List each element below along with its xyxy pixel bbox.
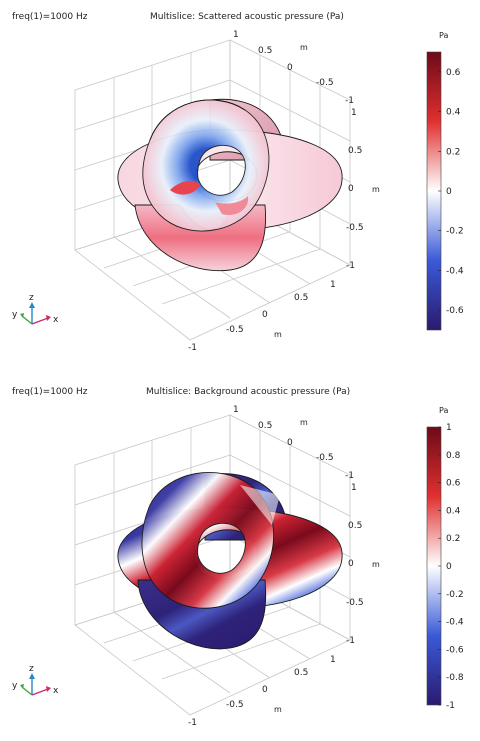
tick-label: -1 xyxy=(346,261,355,271)
plot-panel-background: freq(1)=1000 Hz Multislice: Background a… xyxy=(0,375,480,741)
tick-label: -1 xyxy=(345,471,354,481)
axis-ticks: 1 0.5 0 -0.5 -1 m 1 0.5 0 -0.5 -1 m 1 0.… xyxy=(188,30,380,353)
plot-title: Multislice: Background acoustic pressure… xyxy=(146,387,351,397)
colorbar-tick-label: 0.4 xyxy=(446,506,461,516)
colorbar-ticks: 0.6 0.4 0.2 0 -0.2 -0.4 -0.6 xyxy=(438,68,464,316)
tick-label: 0.5 xyxy=(294,293,308,303)
plot-canvas[interactable]: 1 0.5 0 -0.5 -1 m 1 0.5 0 -0.5 -1 m 1 0.… xyxy=(0,375,480,741)
triad-x-label: x xyxy=(53,686,59,696)
axis-unit: m xyxy=(300,418,308,427)
tick-label: 0 xyxy=(287,438,293,448)
colorbar-tick-label: -0.6 xyxy=(446,645,464,655)
colorbar-tick-label: -0.4 xyxy=(446,618,464,628)
colorbar-tick-label: -1 xyxy=(446,701,455,711)
colorbar-tick-label: 0.8 xyxy=(446,451,461,461)
axis-ticks: 1 0.5 0 -0.5 -1 m 1 0.5 0 -0.5 -1 m 1 0.… xyxy=(188,405,380,728)
plot-canvas[interactable]: 1 0.5 0 -0.5 -1 m 1 0.5 0 -0.5 -1 m 1 0.… xyxy=(0,0,480,366)
tick-label: 1 xyxy=(233,30,239,40)
tick-label: -0.5 xyxy=(226,325,244,335)
colorbar-tick-label: 0.6 xyxy=(446,479,461,489)
colorbar: Pa 1 0.8 0.6 0.4 0.2 0 -0.2 -0.4 -0.6 -0.8 -1 xyxy=(426,406,464,711)
triad-x-label: x xyxy=(53,315,59,325)
colorbar-tick-label: -0.6 xyxy=(446,306,464,316)
axis-triad: z x y xyxy=(12,293,59,325)
tick-label: -0.5 xyxy=(346,223,364,233)
tick-label: -0.5 xyxy=(316,453,334,463)
tick-label: -0.5 xyxy=(226,700,244,710)
colorbar-tick-label: 0.6 xyxy=(446,68,461,78)
param-label: freq(1)=1000 Hz xyxy=(12,387,88,397)
colorbar-tick-label: 1 xyxy=(446,423,452,433)
tick-label: 0.5 xyxy=(258,421,272,431)
plot-title: Multislice: Scattered acoustic pressure … xyxy=(150,12,344,22)
colorbar-ticks: 1 0.8 0.6 0.4 0.2 0 -0.2 -0.4 -0.6 -0.8 -1 xyxy=(438,423,464,711)
multislice-geometry xyxy=(117,98,343,272)
colorbar-tick-label: -0.4 xyxy=(446,266,464,276)
tick-label: -1 xyxy=(188,343,197,353)
triad-y-label: y xyxy=(12,681,18,691)
axis-unit: m xyxy=(300,43,308,52)
tick-label: 1 xyxy=(233,405,239,415)
tick-label: -1 xyxy=(346,636,355,646)
colorbar-tick-label: 0.2 xyxy=(446,534,460,544)
tick-label: 1 xyxy=(351,108,357,118)
plot-panel-scattered: freq(1)=1000 Hz Multislice: Scattered ac… xyxy=(0,0,480,366)
tick-label: 0.5 xyxy=(258,46,272,56)
colorbar-tick-label: 0 xyxy=(446,562,452,572)
tick-label: 0 xyxy=(348,184,354,194)
axis-unit: m xyxy=(274,330,282,339)
tick-label: 1 xyxy=(330,655,336,665)
tick-label: -0.5 xyxy=(346,598,364,608)
tick-label: 0 xyxy=(287,63,293,73)
tick-label: 0 xyxy=(262,685,268,695)
colorbar-tick-label: 0.4 xyxy=(446,108,461,118)
tick-label: 0.5 xyxy=(348,146,362,156)
colorbar-tick-label: -0.8 xyxy=(446,673,464,683)
tick-label: -1 xyxy=(345,96,354,106)
tick-label: 0.5 xyxy=(348,521,362,531)
axis-triad: z x y xyxy=(12,664,59,696)
colorbar: Pa 0.6 0.4 0.2 0 -0.2 -0.4 -0.6 xyxy=(426,31,464,331)
axis-unit: m xyxy=(372,185,380,194)
triad-y-label: y xyxy=(12,310,18,320)
tick-label: 0 xyxy=(348,559,354,569)
multislice-geometry xyxy=(117,472,343,650)
colorbar-tick-label: 0.2 xyxy=(446,147,460,157)
axis-unit: m xyxy=(274,705,282,714)
colorbar-tick-label: -0.2 xyxy=(446,227,464,237)
colorbar-unit: Pa xyxy=(439,31,448,40)
colorbar-tick-label: -0.2 xyxy=(446,590,464,600)
tick-label: -1 xyxy=(188,718,197,728)
tick-label: 1 xyxy=(330,280,336,290)
triad-z-label: z xyxy=(29,664,34,674)
tick-label: 0 xyxy=(262,310,268,320)
colorbar-tick-label: 0 xyxy=(446,187,452,197)
tick-label: 1 xyxy=(351,483,357,493)
tick-label: -0.5 xyxy=(316,78,334,88)
triad-z-label: z xyxy=(29,293,34,303)
axis-unit: m xyxy=(372,560,380,569)
tick-label: 0.5 xyxy=(294,668,308,678)
colorbar-unit: Pa xyxy=(439,406,448,415)
param-label: freq(1)=1000 Hz xyxy=(12,12,88,22)
